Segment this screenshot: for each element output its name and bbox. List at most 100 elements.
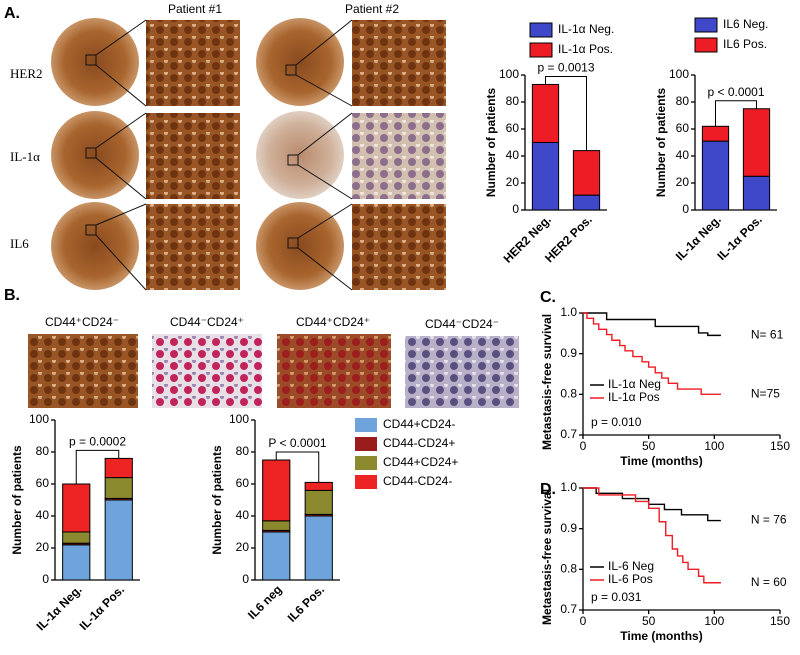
x-axis-label: Time (months): [620, 454, 702, 468]
bar-segment: [701, 125, 730, 142]
y-axis-label: Number of patients: [10, 445, 24, 555]
y-axis-label: Number of patients: [210, 445, 224, 555]
y-tick-label: 0: [682, 202, 689, 216]
significance-bracket: [75, 449, 120, 484]
bar-segment: [304, 481, 333, 491]
tissue-core: [51, 18, 139, 106]
x-tick-label: 150: [770, 614, 790, 628]
y-tick-label: 100: [499, 67, 519, 81]
y-tick-label: 60: [36, 476, 50, 490]
legend-label: IL6 Pos.: [723, 37, 767, 51]
bar-segment: [262, 459, 291, 522]
patient-label: Patient #2: [345, 2, 399, 16]
stain-label: IL6: [10, 236, 29, 251]
y-tick-label: 60: [506, 121, 520, 135]
legend-label: IL-6 Pos: [608, 572, 653, 586]
phenotype-label: CD44⁻CD24⁺: [170, 315, 244, 329]
legend-swatch: [355, 437, 377, 451]
legend-swatch: [355, 418, 377, 432]
x-tick-label: 50: [642, 614, 656, 628]
legend-label: CD44-CD24-: [383, 474, 452, 488]
bar-segment: [262, 531, 291, 581]
y-tick-label: 0.7: [560, 602, 577, 616]
panel-label: D.: [540, 481, 556, 498]
x-tick-label: IL-1α Pos.: [77, 582, 127, 632]
legend-swatch: [694, 37, 718, 53]
y-tick-label: 0.9: [560, 521, 577, 535]
bar-segment: [104, 499, 133, 581]
y-tick-label: 1.0: [560, 480, 577, 494]
y-tick-label: 60: [236, 476, 250, 490]
tissue-core: [256, 202, 344, 290]
ihc-images: [51, 18, 446, 291]
y-axis-label: Metastasis-free survival: [540, 489, 554, 625]
legend-label: IL-1α Neg: [608, 377, 661, 391]
x-axis-label: Time (months): [620, 629, 702, 643]
bar-segment: [62, 544, 91, 581]
y-axis-label: Metastasis-free survival: [540, 314, 554, 450]
legend-label: IL-1α Pos: [608, 390, 660, 404]
legend-label: IL-1α Pos.: [558, 42, 613, 56]
annotation: p = 0.031: [591, 590, 642, 604]
bar-segment: [742, 108, 771, 177]
y-tick-label: 80: [506, 94, 520, 108]
y-tick-label: 80: [236, 444, 250, 458]
stain-label: IL-1α: [10, 149, 40, 164]
stain-image: [152, 334, 262, 408]
bar-segment: [62, 483, 91, 533]
zoom-image: [352, 204, 446, 290]
y-tick-label: 0: [42, 572, 49, 586]
x-tick-label: IL6 Pos.: [285, 582, 327, 624]
legend-label: CD44+CD24+: [383, 455, 458, 469]
stain-image: [28, 334, 138, 408]
legend-swatch: [355, 456, 377, 470]
bar-segment: [104, 457, 133, 479]
y-tick-label: 20: [36, 540, 50, 554]
legend-label: CD44-CD24+: [383, 436, 455, 450]
y-tick-label: 20: [676, 175, 690, 189]
annotation: p = 0.0002: [69, 435, 126, 449]
phenotype-images: [28, 334, 519, 408]
x-tick-label: IL-1α Pos.: [714, 212, 764, 262]
panel-label: B.: [4, 287, 20, 304]
x-tick-label: 100: [704, 439, 724, 453]
y-tick-label: 0.8: [560, 387, 577, 401]
n-label: N=75: [751, 387, 780, 401]
annotation: p < 0.0001: [707, 85, 764, 99]
patient-label: Patient #1: [168, 2, 222, 16]
phenotype-label: CD44⁺CD24⁺: [296, 315, 370, 329]
y-tick-label: 0.8: [560, 562, 577, 576]
phenotype-label: CD44⁺CD24⁻: [45, 315, 119, 329]
panel-label: C.: [540, 289, 556, 306]
y-tick-label: 60: [676, 121, 690, 135]
y-axis-label: Number of patients: [484, 88, 498, 198]
x-tick-label: IL-1α Neg.: [34, 582, 85, 633]
significance-bracket: [715, 100, 757, 127]
x-tick-label: 0: [580, 614, 587, 628]
survival-curve: [583, 312, 721, 337]
zoom-image: [146, 204, 240, 290]
y-tick-label: 100: [229, 412, 249, 426]
bar-segment: [531, 142, 560, 211]
y-tick-label: 40: [236, 508, 250, 522]
x-tick-label: 0: [580, 439, 587, 453]
bar-segment: [701, 140, 730, 211]
n-label: N= 61: [751, 328, 784, 342]
zoom-image: [146, 20, 240, 106]
y-tick-label: 40: [506, 148, 520, 162]
legend-swatch: [694, 17, 718, 33]
n-label: N = 76: [751, 513, 787, 527]
tissue-core: [256, 111, 344, 199]
y-tick-label: 40: [36, 508, 50, 522]
panel-label: A.: [4, 5, 20, 22]
zoom-image: [352, 113, 446, 199]
tissue-core: [51, 202, 139, 290]
significance-bracket: [545, 75, 587, 151]
survival-curve: [583, 312, 721, 396]
zoom-image: [146, 113, 240, 199]
y-tick-label: 0.7: [560, 427, 577, 441]
y-tick-label: 0.9: [560, 346, 577, 360]
legend-label: IL6 Neg.: [723, 17, 768, 31]
significance-bracket: [275, 451, 320, 483]
